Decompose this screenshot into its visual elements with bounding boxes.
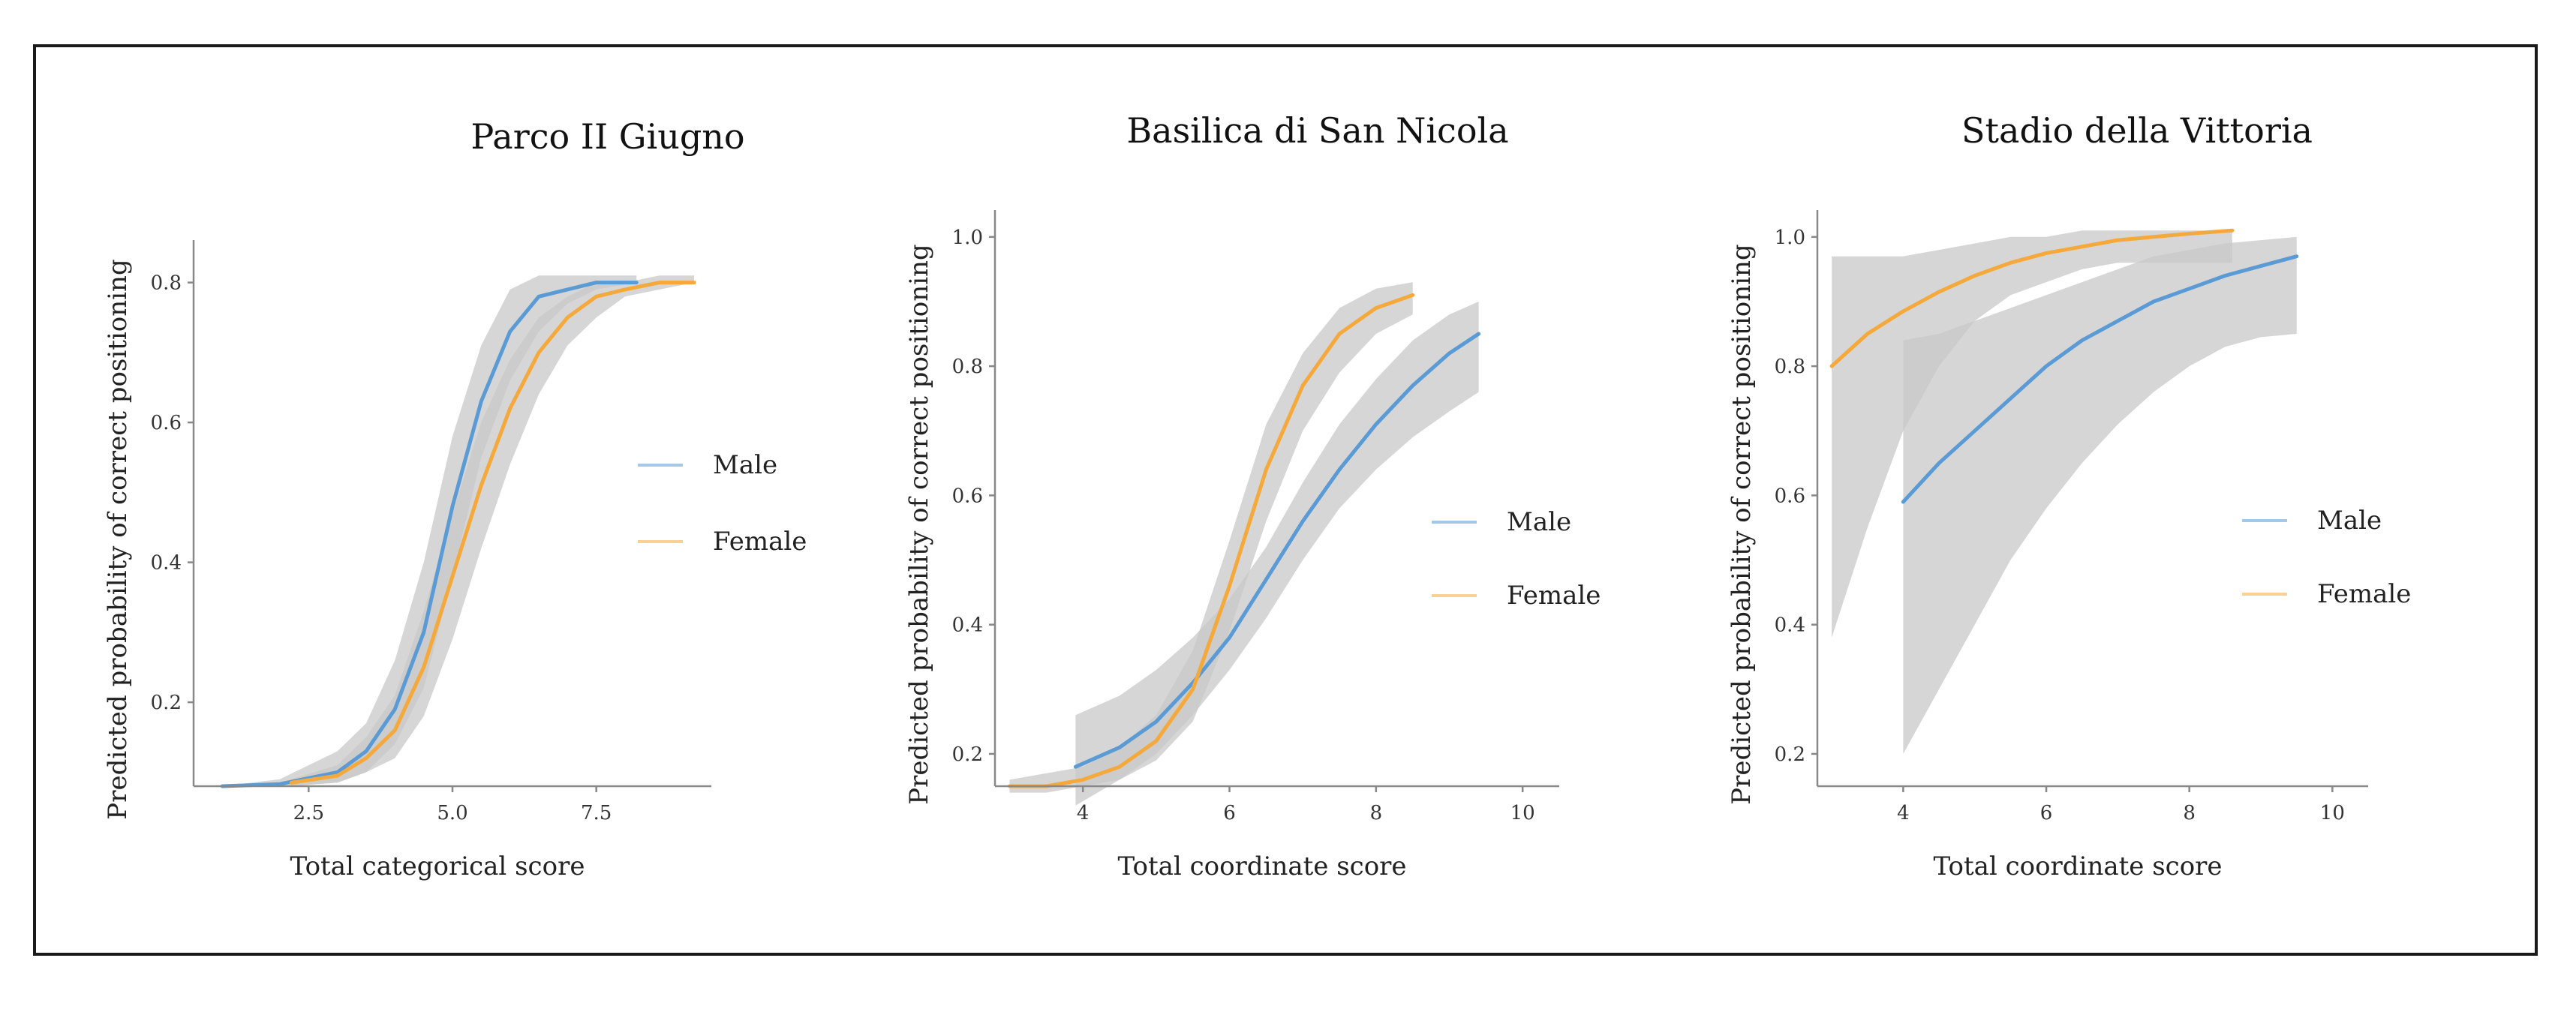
y-axis-label: Predicted probability of correct positio…: [103, 259, 133, 819]
confidence-band-male: [222, 275, 637, 786]
y-tick-label: 0.6: [1775, 485, 1805, 507]
series-line-male: [1073, 332, 1481, 769]
y-tick-label: 0.4: [1775, 614, 1805, 637]
y-tick-label: 0.4: [952, 614, 983, 637]
legend-item-male: Male: [2242, 506, 2382, 536]
x-tick-label: 4: [1077, 802, 1090, 824]
legend-label: Male: [713, 450, 777, 480]
legend-label: Female: [713, 527, 807, 557]
y-tick-label: 0.4: [151, 552, 182, 575]
series-line-female: [289, 281, 696, 785]
chart-title: Basilica di San Nicola: [1126, 110, 1508, 151]
y-axis-label: Predicted probability of correct positio…: [904, 244, 934, 804]
confidence-band-male: [1075, 302, 1479, 806]
legend-item-female: Female: [1432, 581, 1601, 611]
chart-title: Parco II Giugno: [470, 116, 744, 157]
y-tick-label: 1.0: [952, 227, 983, 249]
y-tick-label: 0.8: [952, 356, 983, 378]
x-tick-label: 5.0: [437, 802, 467, 824]
y-tick-label: 0.6: [952, 485, 983, 507]
legend-label: Male: [2317, 506, 2382, 536]
x-axis-label: Total coordinate score: [1933, 851, 2222, 881]
x-tick-label: 2.5: [293, 802, 324, 824]
x-tick-label: 6: [2040, 802, 2053, 824]
legend-item-male: Male: [638, 450, 777, 480]
y-tick-label: 0.2: [151, 692, 182, 714]
figure-frame: [33, 44, 2538, 956]
y-tick-label: 0.2: [952, 743, 983, 766]
y-tick-label: 1.0: [1775, 227, 1805, 249]
series-line-male: [220, 281, 639, 788]
chart-title: Stadio della Vittoria: [1961, 110, 2313, 151]
y-tick-label: 0.6: [151, 412, 182, 434]
legend-label: Female: [2317, 579, 2411, 609]
series-line-male: [1901, 254, 2299, 504]
x-tick-label: 8: [2183, 802, 2196, 824]
y-tick-label: 0.8: [151, 272, 182, 295]
x-tick-label: 10: [2320, 802, 2345, 824]
x-tick-label: 7.5: [581, 802, 612, 824]
x-tick-label: 8: [1370, 802, 1383, 824]
legend-item-female: Female: [638, 527, 807, 557]
x-tick-label: 6: [1223, 802, 1236, 824]
y-tick-label: 0.8: [1775, 356, 1805, 378]
chart-panel-3: Stadio della Vittoria 4 6 8 10 0.2 0.4 0.6 0.8 1.…: [1727, 110, 2411, 881]
x-tick-label: 10: [1510, 802, 1535, 824]
x-tick-label: 4: [1897, 802, 1910, 824]
legend-label: Female: [1507, 581, 1601, 611]
legend-item-male: Male: [1432, 507, 1571, 537]
confidence-band-female: [1832, 230, 2232, 638]
legend-item-female: Female: [2242, 579, 2411, 609]
confidence-band-female: [1009, 282, 1413, 793]
confidence-band-male: [1903, 236, 2297, 754]
x-axis-label: Total coordinate score: [1117, 851, 1406, 881]
y-axis-label: Predicted probability of correct positio…: [1727, 244, 1757, 804]
legend-label: Male: [1507, 507, 1571, 537]
series-line-female: [1829, 228, 2235, 368]
chart-panel-2: Basilica di San Nicola 4 6 8 10 0.2 0.4 0.6 0.8 1…: [904, 110, 1601, 881]
y-tick-label: 0.2: [1775, 743, 1805, 766]
series-line-female: [1008, 293, 1415, 788]
chart-panel-1: Parco II Giugno 2.5 5.0 7.5 0.2 0.4 0.6 0.8 Tota…: [103, 116, 807, 881]
x-axis-label: Total categorical score: [290, 851, 585, 881]
